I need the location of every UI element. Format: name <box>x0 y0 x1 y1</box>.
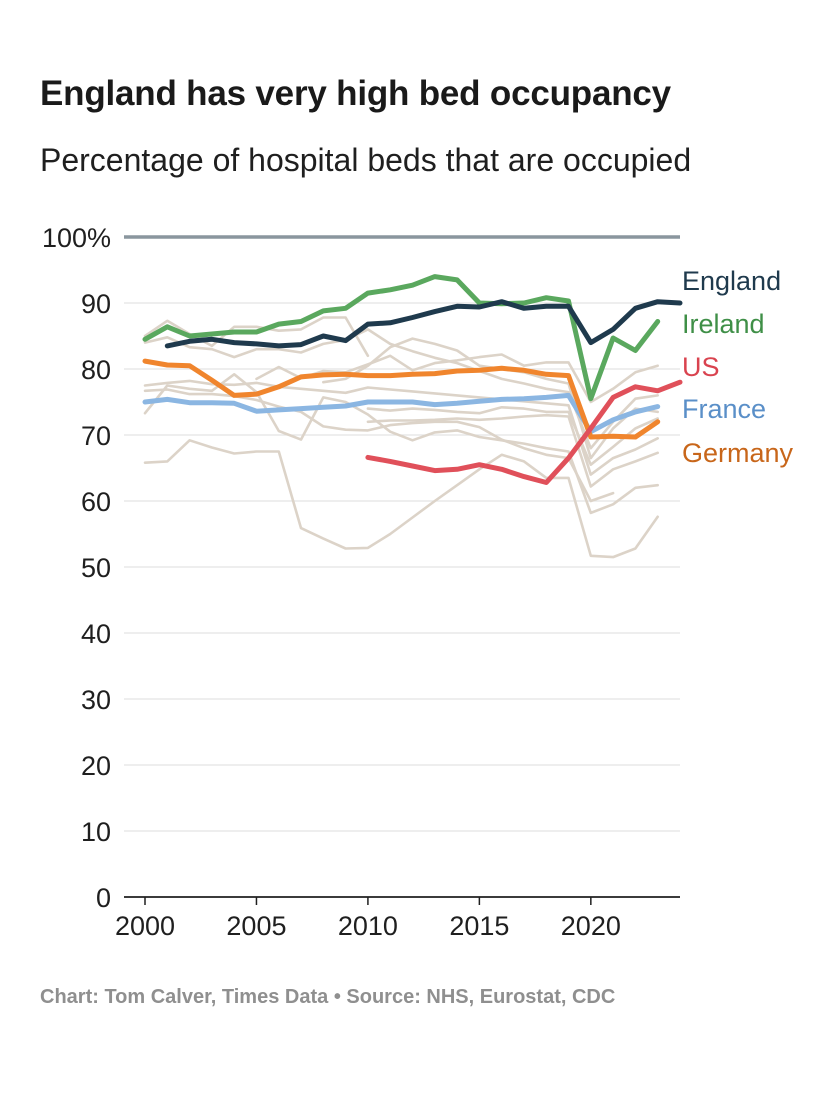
background-country-line <box>143 388 615 503</box>
y-tick-label: 20 <box>81 751 111 781</box>
series-label-ireland: Ireland <box>682 309 765 339</box>
series-line-germany <box>142 358 661 440</box>
y-tick-label: 50 <box>81 553 111 583</box>
background-country-line <box>143 439 659 559</box>
footer-credit: Chart: Tom Calver, Times Data <box>40 986 329 1008</box>
background-country-line <box>366 413 659 488</box>
y-tick-label: 70 <box>81 421 111 451</box>
y-tick-label: 90 <box>81 289 111 319</box>
highlighted-series <box>142 274 683 485</box>
series-line-england <box>164 299 683 349</box>
x-tick-label: 2010 <box>338 911 398 941</box>
y-tick-label: 0 <box>96 883 111 913</box>
y-tick-label: 80 <box>81 355 111 385</box>
x-tick-label: 2000 <box>115 911 175 941</box>
gridlines <box>124 235 680 832</box>
series-label-us: US <box>682 352 720 382</box>
series-label-germany: Germany <box>682 438 794 468</box>
x-tick-label: 2020 <box>561 911 621 941</box>
background-country-line <box>143 373 659 515</box>
series-line-france <box>142 392 661 435</box>
y-tick-label: 10 <box>81 817 111 847</box>
series-label-england: England <box>682 266 781 296</box>
series-labels: England Ireland US France Germany <box>682 266 794 468</box>
x-tick-label: 2015 <box>449 911 509 941</box>
chart-subtitle: Percentage of hospital beds that are occ… <box>40 142 692 178</box>
background-country-line <box>143 316 370 358</box>
series-line-us <box>365 379 683 485</box>
y-tick-label: 100% <box>42 223 111 253</box>
y-tick-label: 40 <box>81 619 111 649</box>
background-country-line <box>255 353 659 404</box>
series-label-france: France <box>682 394 766 424</box>
background-country-line <box>366 406 659 466</box>
y-tick-label: 30 <box>81 685 111 715</box>
footer-source: Source: NHS, Eurostat, CDC <box>346 986 616 1008</box>
y-tick-label: 60 <box>81 487 111 517</box>
x-tick-label: 2005 <box>226 911 286 941</box>
chart-footer: Chart: Tom Calver, Times Data • Source: … <box>40 986 615 1009</box>
series-line-ireland <box>142 274 661 402</box>
footer-separator: • <box>333 986 341 1008</box>
axes: 0 10 20 30 40 50 60 70 80 90 100% 2000 2005 2010 2015 2… <box>42 223 680 941</box>
background-country-line <box>143 379 659 476</box>
chart-title: England has very high bed occupancy <box>40 74 671 113</box>
